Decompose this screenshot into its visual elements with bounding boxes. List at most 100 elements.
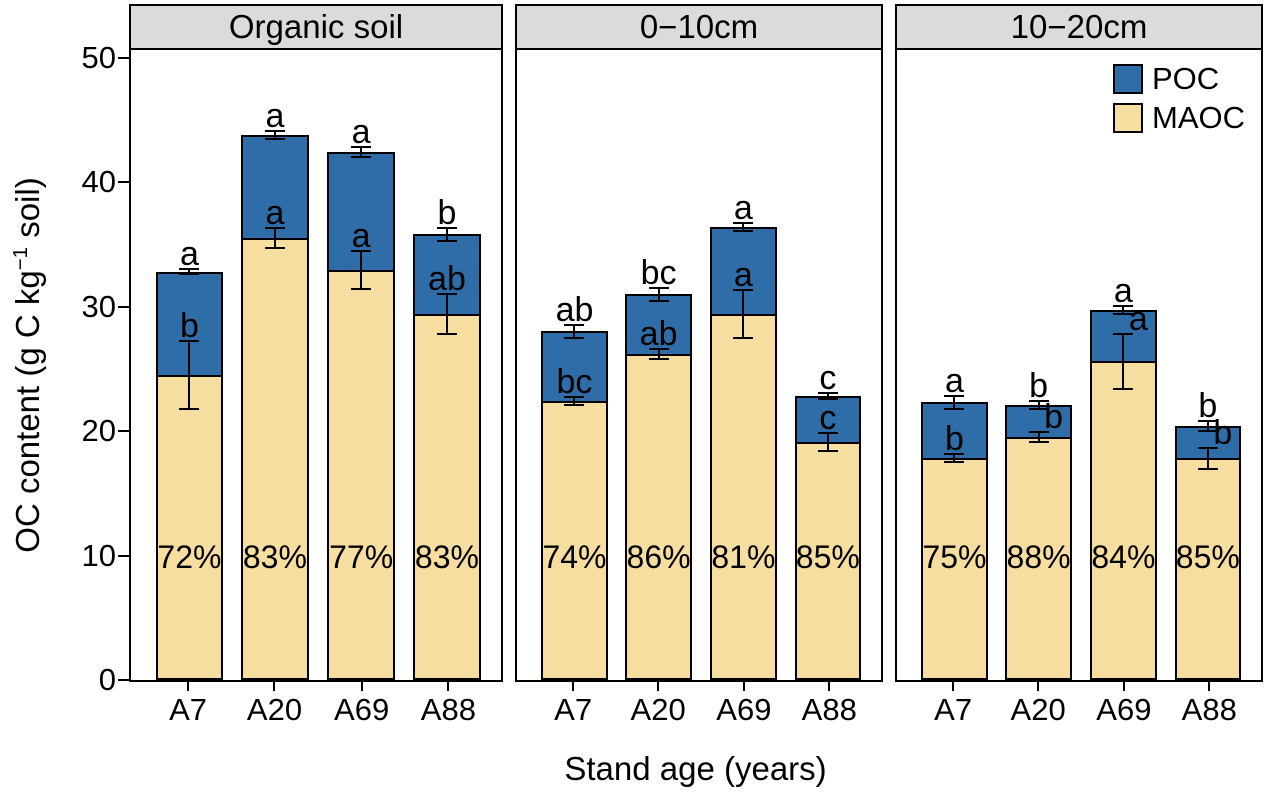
y-tick-label: 0 [98,662,116,697]
bar-group-A7: bc ab 74% [541,50,608,680]
x-tick-label: A7 [554,692,593,727]
bar-segment-maoc [1174,458,1241,680]
maoc-error-bar-cap-bottom [648,358,669,361]
maoc-sig-letter: ab [639,314,678,353]
bar-segment-maoc [625,353,692,680]
total-sig-letter: a [733,188,753,227]
poc-color-swatch [1113,64,1143,94]
panel-box: Organic soil b a 72% a a 83% a a 77% ab b 83% [129,4,503,682]
bar-segment-maoc [327,270,395,680]
total-error-bar-cap-bottom [648,299,669,302]
maoc-error-bar-cap-top [944,453,965,456]
x-tick-mark [572,682,575,691]
x-tick-label: A7 [169,692,208,727]
bar-segment-poc [794,396,861,445]
legend-item-maoc: MAOC [1113,102,1245,134]
total-error-bar [1037,399,1040,410]
total-error-bar-cap-bottom [179,273,200,276]
y-tick-label: 20 [81,413,116,448]
total-error-bar-cap-top [264,129,285,132]
total-error-bar-cap-top [351,145,372,148]
maoc-sig-letter: a [351,217,371,256]
y-tick-label: 40 [81,164,116,199]
maoc-error-bar [360,250,363,291]
x-tick-mark [828,682,831,691]
bar-group-A88: b b 85% [1174,50,1241,680]
maoc-error-bar-cap-top [648,347,669,350]
total-error-bar-cap-bottom [564,336,585,339]
total-error-bar-cap-bottom [1197,430,1218,433]
bar-group-A7: b a 75% [921,50,988,680]
y-axis-title-text: OC content (g C kg−1 soil) [9,177,47,552]
panel-strip: Organic soil [131,6,501,50]
maoc-error-bar [1122,332,1125,390]
x-tick-mark [1037,682,1040,691]
bar-group-A69: a a 77% [327,50,395,680]
total-error-bar-cap-bottom [817,397,838,400]
x-tick-label: A88 [1181,692,1237,727]
x-tick-mark [952,682,955,691]
bar-group-A20: a a 83% [241,50,309,680]
total-error-bar-cap-bottom [436,239,457,242]
maoc-error-bar-cap-bottom [733,336,754,339]
total-error-bar-cap-bottom [264,137,285,140]
total-error-bar-cap-top [179,267,200,270]
total-error-bar-cap-top [1113,305,1134,308]
total-sig-letter: b [1198,386,1218,425]
y-tick-mark [118,181,129,183]
total-error-bar-cap-top [436,226,457,229]
plot-area: bc ab 74% ab bc 86% a a 81% c c 85% [517,50,881,680]
x-tick-mark [1208,682,1211,691]
maoc-error-bar [742,289,745,339]
bar-segment-maoc [241,238,309,680]
bar-group-A88: ab b 83% [413,50,481,680]
bar-group-A69: a a 81% [710,50,777,680]
maoc-error-bar-cap-bottom [1028,441,1049,444]
total-error-bar [1122,305,1125,316]
maoc-sig-letter: b [945,420,964,459]
maoc-sig-letter: b [179,307,199,346]
maoc-error-bar-cap-bottom [944,461,965,464]
y-tick-mark [118,305,129,308]
panel-strip-label: Organic soil [228,8,404,45]
total-error-bar-cap-bottom [1113,313,1134,316]
bar-segment-maoc [155,374,224,680]
x-axis-title: Stand age (years) [564,750,827,787]
maoc-percent-label: 86% [626,539,691,575]
total-error-bar-cap-bottom [351,156,372,159]
x-tick-mark [1122,682,1125,691]
maoc-error-bar [657,347,660,361]
maoc-error-bar [188,340,191,410]
maoc-error-bar-cap-bottom [436,333,457,336]
bar-segment-maoc [1005,437,1072,680]
x-tick-label: A69 [716,692,772,727]
y-axis-title-post: soil) [9,177,46,247]
panel-10-20cm: 10−20cm POC MAOC b a 75% b b 88% a a 84% b b 85% [895,4,1263,732]
maoc-error-bar-cap-top [264,226,285,229]
total-sig-letter: a [945,361,964,400]
maoc-percent-label: 83% [414,539,479,575]
maoc-error-bar [953,453,956,464]
total-sig-letter: a [1113,272,1133,311]
x-tick-label: A20 [1010,692,1066,727]
maoc-error-bar [826,432,829,453]
plot-area: b a 72% a a 83% a a 77% ab b 83% [131,50,501,680]
maoc-percent-label: 72% [157,539,222,575]
maoc-error-bar-cap-bottom [817,450,838,453]
x-tick-label: A69 [334,692,390,727]
total-error-bar-cap-top [564,323,585,326]
y-axis-title-pre: OC content (g C kg [9,270,46,553]
maoc-error-bar-cap-bottom [564,404,585,407]
total-sig-letter: a [265,96,285,135]
maoc-error-bar [273,226,276,250]
total-error-bar-cap-bottom [1028,407,1049,410]
maoc-sig-letter: a [265,193,285,232]
total-error-bar-cap-bottom [733,229,754,232]
total-sig-letter: a [351,112,371,151]
legend-label: POC [1152,61,1220,96]
maoc-error-bar-cap-top [564,396,585,399]
maoc-error-bar-cap-top [733,289,754,292]
maoc-percent-label: 77% [329,539,394,575]
total-error-bar [742,221,745,232]
